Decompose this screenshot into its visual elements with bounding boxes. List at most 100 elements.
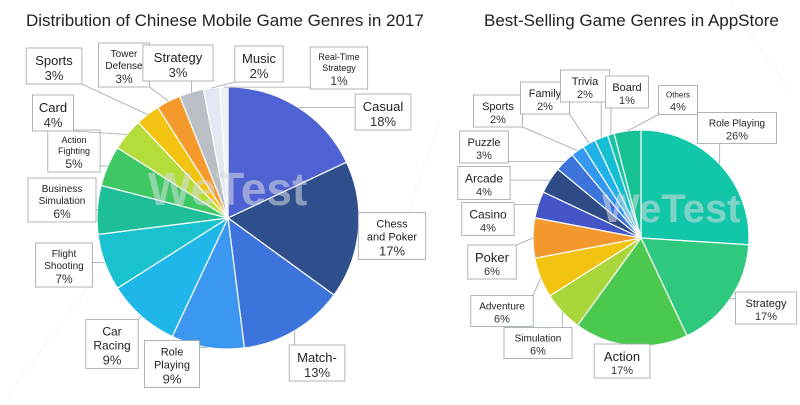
pie-1-label-match: Match- <box>297 350 337 365</box>
watermark-right: WeTest <box>602 187 741 231</box>
pie-2-label-box-puzzle <box>459 130 509 164</box>
pie-1-label-action-fighting: Fighting <box>58 146 90 156</box>
pie-1-value-match: 13% <box>304 365 330 380</box>
pie-1-label-car-racing: Racing <box>93 339 130 353</box>
pie-2-value-others: 4% <box>670 102 686 114</box>
pie-1-label-casual: Casual <box>363 99 404 114</box>
pie-1-label-box-role-playing <box>143 340 200 388</box>
pie-2-label-box-adventure <box>470 295 534 327</box>
pie-2-value-family: 2% <box>537 101 553 113</box>
pie-1-label-box-flight-shooting <box>35 242 93 288</box>
pie-2-labels: Role Playing26%Strategy17%Action17%Simul… <box>457 69 798 379</box>
pie-2-leader-poker <box>516 237 534 246</box>
pie-1-value-business-simulation: 6% <box>53 207 71 221</box>
pie-1-label-box-card <box>32 94 74 132</box>
pie-2-label-box-arcade <box>457 166 511 200</box>
pie-1-leader-card <box>73 130 128 135</box>
pie-1-label-sports: Sports <box>35 53 73 68</box>
pie-2-slice-role-playing <box>640 129 750 246</box>
pie-1-label-role-playing: Role <box>161 347 184 359</box>
pie-1-value-role-playing: 9% <box>163 372 182 387</box>
pie-2-label-board: Board <box>612 82 641 94</box>
pie-1-value-action-fighting: 5% <box>65 157 83 171</box>
pie-2-value-strategy: 17% <box>755 311 777 323</box>
pie-2-leader-others <box>627 114 659 132</box>
pie-2-label-role-playing: Role Playing <box>709 119 765 130</box>
pie-1-label-real-time-strategy: Real-Time <box>318 52 359 62</box>
pie-1-value-card: 4% <box>44 115 63 130</box>
pie-1-value-casual: 18% <box>370 114 396 129</box>
pie-2-label-box-action <box>593 343 651 379</box>
pie-2-value-puzzle: 3% <box>476 150 492 162</box>
pie-1-label-music: Music <box>242 51 276 66</box>
pie-2-label-strategy: Strategy <box>746 298 787 310</box>
pie-2-label-sports: Sports <box>482 101 514 113</box>
pie-1-leader-tower-defense <box>149 86 169 102</box>
pie-2-label-box-poker <box>467 244 517 280</box>
pie-1-label-box-music <box>234 45 284 83</box>
pie-1-label-flight-shooting: Shooting <box>44 261 83 272</box>
pie-2-label-action: Action <box>604 349 640 364</box>
pie-chart-genres-2017 <box>96 86 360 350</box>
pie-2-leader-family <box>569 113 590 144</box>
pie-1-value-sports: 3% <box>45 68 64 83</box>
pie-1-label-business-simulation: Business <box>42 184 83 195</box>
pie-1-label-tower-defense: Defense <box>105 61 143 72</box>
pie-1-leader-music <box>211 81 235 89</box>
pie-2-value-action: 17% <box>611 365 633 377</box>
pie-2-value-board: 1% <box>619 95 635 107</box>
pie-1-value-flight-shooting: 7% <box>55 272 73 286</box>
pie-1-label-box-chess-and-poker <box>357 212 427 260</box>
pie-1-label-flight-shooting: Flight <box>52 249 77 260</box>
pie-1-value-real-time-strategy: 1% <box>330 74 348 88</box>
pie-2-label-adventure: Adventure <box>479 302 525 313</box>
pie-1-label-box-business-simulation <box>27 177 97 223</box>
pie-2-value-role-playing: 26% <box>726 131 748 143</box>
pie-1-value-car-racing: 9% <box>103 353 122 368</box>
pie-2-leader-adventure <box>532 277 541 296</box>
pie-chart-appstore-genres <box>532 129 750 347</box>
pie-1-label-box-action-fighting <box>47 129 101 173</box>
watermark-left: WeTest <box>148 163 307 215</box>
chart-1-title: Distribution of Chinese Mobile Game Genr… <box>26 11 424 30</box>
pie-1-label-tower-defense: Tower <box>111 49 138 60</box>
pie-2-value-casino: 4% <box>480 223 496 235</box>
chart-2-title: Best-Selling Game Genres in AppStore <box>484 11 779 30</box>
pie-1-value-chess-and-poker: 17% <box>379 244 405 259</box>
pie-2-label-casino: Casino <box>469 208 507 222</box>
pie-2-label-simulation: Simulation <box>515 334 562 345</box>
pie-1-label-real-time-strategy: Strategy <box>322 63 356 73</box>
pie-1-label-box-strategy <box>142 44 214 82</box>
pie-2-slice-others <box>613 129 642 239</box>
pie-1-label-box-casual <box>354 93 412 131</box>
pie-1-slice-casual <box>227 86 348 219</box>
pie-1-label-car-racing: Car <box>102 325 121 339</box>
pie-1-label-strategy: Strategy <box>154 50 203 65</box>
pie-2-value-arcade: 4% <box>476 187 492 199</box>
pie-1-label-box-tower-defense <box>98 42 151 88</box>
pie-2-value-sports: 2% <box>490 114 506 126</box>
pie-2-label-box-casino <box>461 202 515 236</box>
pie-2-label-box-others <box>658 85 698 115</box>
pie-2-label-arcade: Arcade <box>465 172 503 186</box>
pie-1-label-chess-and-poker: and Poker <box>367 232 417 244</box>
pie-1-value-music: 2% <box>250 66 269 81</box>
pie-1-label-box-match <box>288 344 346 382</box>
pie-2-value-adventure: 6% <box>494 314 510 326</box>
pie-1-label-box-car-racing <box>85 319 139 369</box>
pie-1-label-action-fighting: Action <box>61 135 86 145</box>
pie-2-label-box-trivia <box>560 69 610 103</box>
pie-2-label-poker: Poker <box>475 250 510 265</box>
pie-2-label-box-simulation <box>503 327 573 359</box>
pie-2-label-box-strategy <box>735 291 798 325</box>
pie-1-label-box-sports <box>25 47 83 85</box>
pie-1-label-role-playing: Playing <box>154 360 190 372</box>
pie-2-label-trivia: Trivia <box>572 76 599 88</box>
pie-1-value-strategy: 3% <box>169 65 188 80</box>
pie-1-label-card: Card <box>39 100 67 115</box>
pie-1-label-business-simulation: Simulation <box>39 196 86 207</box>
pie-1-value-tower-defense: 3% <box>115 72 133 86</box>
pie-2-value-poker: 6% <box>484 266 500 278</box>
